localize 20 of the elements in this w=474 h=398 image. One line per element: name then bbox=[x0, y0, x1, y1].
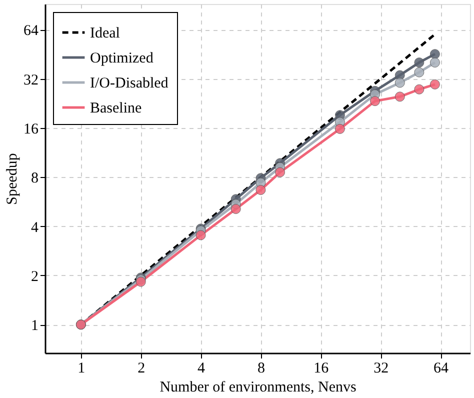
x-tick-label: 16 bbox=[314, 360, 330, 376]
legend-label: Ideal bbox=[90, 26, 120, 42]
y-tick-label: 8 bbox=[31, 170, 38, 187]
x-tick-label: 32 bbox=[374, 360, 389, 376]
legend-label: Optimized bbox=[90, 50, 154, 66]
y-axis-title: Speedup bbox=[4, 153, 20, 205]
y-tick-label: 32 bbox=[24, 72, 38, 88]
y-tick-label: 4 bbox=[31, 220, 39, 236]
x-axis-title: Number of environments, Nenvs bbox=[160, 380, 356, 396]
legend-label: I/O-Disabled bbox=[90, 76, 169, 92]
x-tick-label: 64 bbox=[434, 360, 450, 376]
x-tick-label: 4 bbox=[198, 360, 206, 376]
legend-label: Baseline bbox=[90, 100, 142, 116]
x-tick-label: 2 bbox=[138, 360, 146, 376]
y-tick-label: 1 bbox=[31, 318, 38, 334]
x-tick-label: 1 bbox=[78, 360, 86, 376]
y-tick-label: 2 bbox=[31, 268, 38, 285]
y-tick-label: 64 bbox=[24, 23, 39, 40]
y-tick-label: 16 bbox=[24, 122, 39, 138]
x-tick-label: 8 bbox=[257, 360, 265, 376]
